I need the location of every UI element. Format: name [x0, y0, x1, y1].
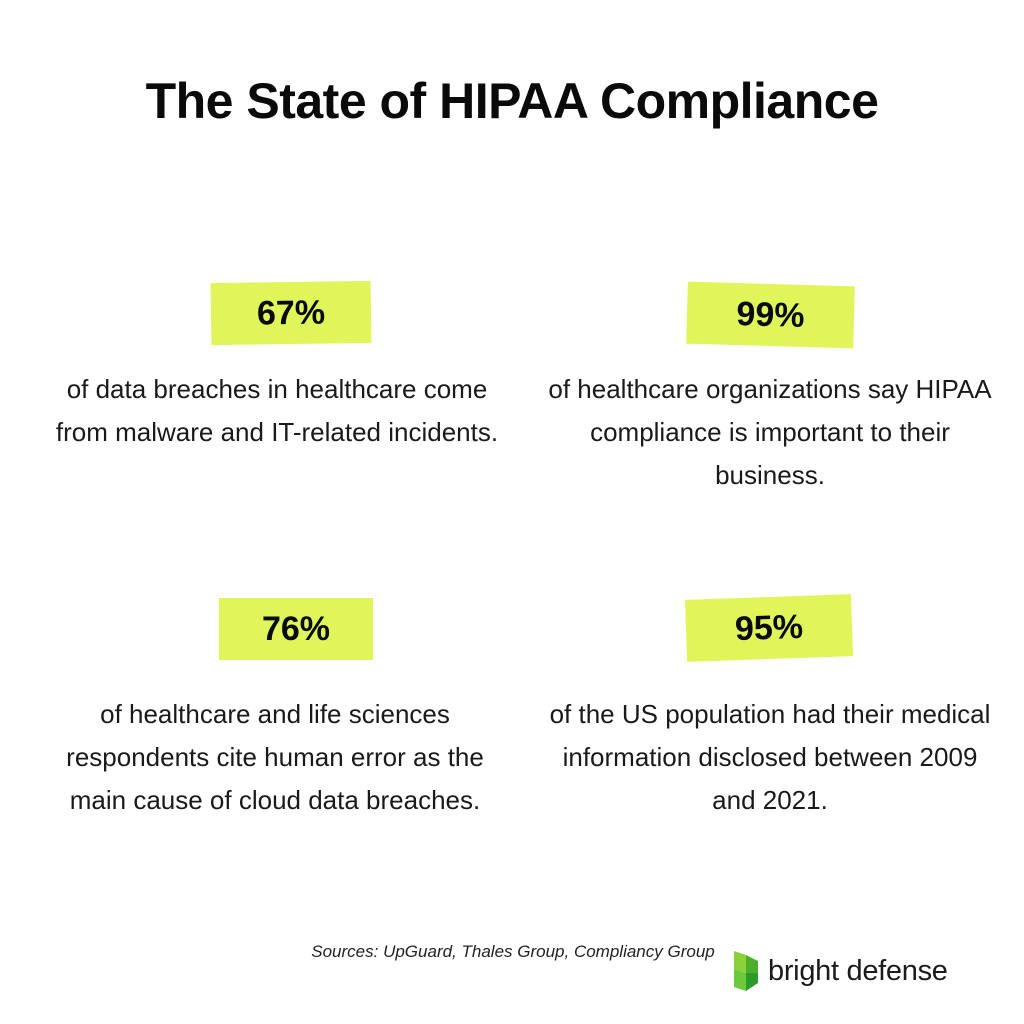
stat-description: of the US population had their medical i… — [549, 699, 991, 815]
sources-note: Sources: UpGuard, Thales Group, Complian… — [311, 942, 715, 961]
page-title: The State of HIPAA Compliance — [145, 73, 879, 129]
stat-value-badge: 67% — [210, 280, 372, 346]
stat-description: of healthcare organizations say HIPAA co… — [548, 374, 992, 490]
stat-description: of data breaches in healthcare come from… — [55, 374, 499, 447]
stat-value-badge: 99% — [686, 281, 855, 349]
brand-logo: bright defense — [732, 948, 948, 994]
stat-value-badge: 76% — [219, 598, 373, 660]
brand-name: bright defense — [768, 954, 948, 987]
stat-description: of healthcare and life sciences responde… — [66, 699, 484, 815]
stat-value-badge: 95% — [684, 594, 854, 662]
bright-defense-logo-icon — [734, 951, 758, 991]
